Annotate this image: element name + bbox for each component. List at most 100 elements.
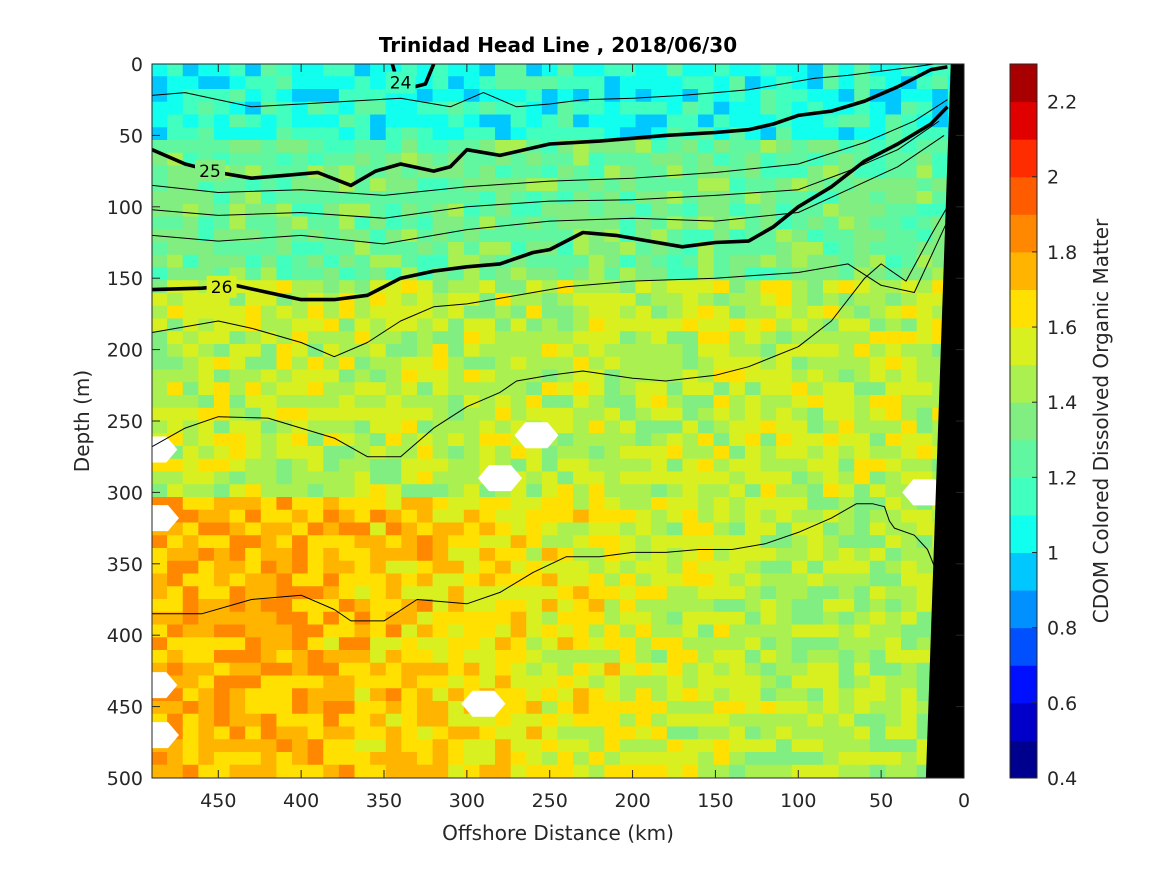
field-cell (604, 611, 621, 626)
field-cell (776, 650, 793, 664)
field-cell (152, 752, 169, 766)
field-cell (588, 624, 606, 639)
field-cell (323, 484, 340, 498)
field-cell (635, 152, 653, 167)
field-cell (307, 637, 325, 651)
field-cell (698, 395, 715, 409)
field-cell (245, 586, 262, 600)
field-cell (229, 382, 247, 396)
field-cell (495, 203, 512, 218)
field-cell (448, 522, 465, 537)
field-cell (401, 331, 418, 345)
field-cell (167, 140, 184, 154)
field-cell (885, 458, 903, 473)
field-cell (807, 586, 824, 600)
field-cell (416, 344, 434, 358)
field-cell (245, 560, 262, 575)
field-cell (182, 254, 200, 269)
field-cell (213, 739, 231, 753)
field-cell (573, 369, 590, 384)
field-cell (698, 382, 715, 396)
field-cell (619, 344, 637, 358)
field-cell (338, 407, 356, 422)
field-cell (916, 89, 934, 103)
field-cell (167, 114, 184, 129)
field-cell (635, 599, 653, 613)
field-cell (635, 713, 653, 728)
field-cell (604, 395, 621, 409)
field-cell (635, 254, 653, 269)
field-cell (729, 522, 746, 537)
field-cell (276, 254, 294, 269)
field-cell (901, 420, 918, 435)
field-cell (776, 127, 793, 141)
field-cell (635, 739, 653, 753)
field-cell (822, 127, 840, 141)
field-cell (182, 548, 200, 562)
field-cell (338, 446, 356, 460)
field-cell (479, 522, 497, 537)
field-cell (557, 395, 575, 409)
field-cell (167, 611, 184, 626)
field-cell (916, 446, 934, 460)
field-cell (307, 64, 325, 78)
field-cell (791, 497, 809, 511)
field-cell (666, 114, 684, 129)
field-cell (338, 152, 356, 167)
field-cell (182, 76, 200, 90)
field-cell (822, 229, 840, 243)
field-cell (885, 318, 903, 333)
field-cell (791, 407, 809, 422)
field-cell (635, 548, 653, 562)
field-cell (167, 242, 184, 256)
field-cell (588, 548, 606, 562)
field-cell (791, 331, 809, 345)
field-cell (213, 497, 231, 511)
field-cell (198, 114, 215, 129)
isopycnal-line (152, 105, 949, 302)
field-cell (541, 331, 559, 345)
field-cell (276, 369, 294, 384)
field-cell (822, 203, 840, 218)
field-cell (292, 611, 309, 626)
field-cell (604, 101, 621, 116)
field-cell (791, 764, 809, 778)
field-cell (838, 64, 856, 78)
field-cell (198, 76, 215, 90)
field-cell (619, 318, 637, 333)
field-cell (854, 216, 871, 231)
field-cell (401, 599, 418, 613)
field-cell (807, 458, 824, 473)
field-cell (432, 662, 450, 677)
field-cell (885, 471, 903, 486)
field-cell (167, 101, 184, 116)
field-cell (229, 701, 247, 715)
field-cell (682, 305, 700, 320)
field-cell (526, 165, 543, 180)
field-cell (682, 407, 700, 422)
field-cell (635, 433, 653, 447)
field-cell (885, 624, 903, 639)
field-cell (557, 64, 575, 78)
field-cell (526, 229, 543, 243)
field-cell (557, 318, 575, 333)
field-cell (635, 356, 653, 371)
field-cell (229, 650, 247, 664)
field-cell (526, 739, 543, 753)
field-cell (292, 509, 309, 524)
field-cell (604, 152, 621, 167)
field-cell (729, 433, 746, 447)
field-cell (292, 140, 309, 154)
field-cell (666, 713, 684, 728)
field-cell (760, 382, 778, 396)
field-cell (713, 64, 731, 78)
field-cell (229, 637, 247, 651)
field-cell (682, 356, 700, 371)
field-cell (182, 242, 200, 256)
field-cell (370, 599, 387, 613)
field-cell (776, 64, 793, 78)
field-cell (557, 624, 575, 639)
field-cell (698, 305, 715, 320)
field-cell (323, 127, 340, 141)
field-cell (901, 535, 918, 549)
